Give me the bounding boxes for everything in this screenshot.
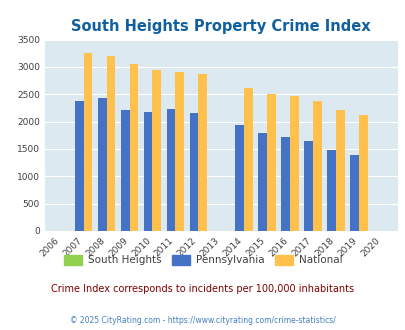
Bar — [358, 115, 367, 231]
Bar — [235, 125, 243, 231]
Bar — [266, 94, 275, 231]
Bar — [175, 72, 183, 231]
Bar — [189, 113, 198, 231]
Bar — [335, 110, 344, 231]
Text: © 2025 CityRating.com - https://www.cityrating.com/crime-statistics/: © 2025 CityRating.com - https://www.city… — [70, 316, 335, 325]
Bar — [166, 109, 175, 231]
Bar — [143, 112, 152, 231]
Bar — [98, 98, 107, 231]
Bar — [129, 64, 138, 231]
Bar — [289, 96, 298, 231]
Title: South Heights Property Crime Index: South Heights Property Crime Index — [71, 19, 370, 34]
Bar — [198, 74, 207, 231]
Bar — [243, 88, 252, 231]
Bar — [349, 155, 358, 231]
Bar — [83, 53, 92, 231]
Bar — [326, 149, 335, 231]
Text: Crime Index corresponds to incidents per 100,000 inhabitants: Crime Index corresponds to incidents per… — [51, 284, 354, 294]
Legend: South Heights, Pennsylvania, National: South Heights, Pennsylvania, National — [60, 251, 345, 270]
Bar — [107, 56, 115, 231]
Bar — [75, 101, 83, 231]
Bar — [304, 141, 312, 231]
Bar — [312, 101, 321, 231]
Bar — [121, 110, 129, 231]
Bar — [152, 70, 161, 231]
Bar — [258, 133, 266, 231]
Bar — [281, 137, 289, 231]
